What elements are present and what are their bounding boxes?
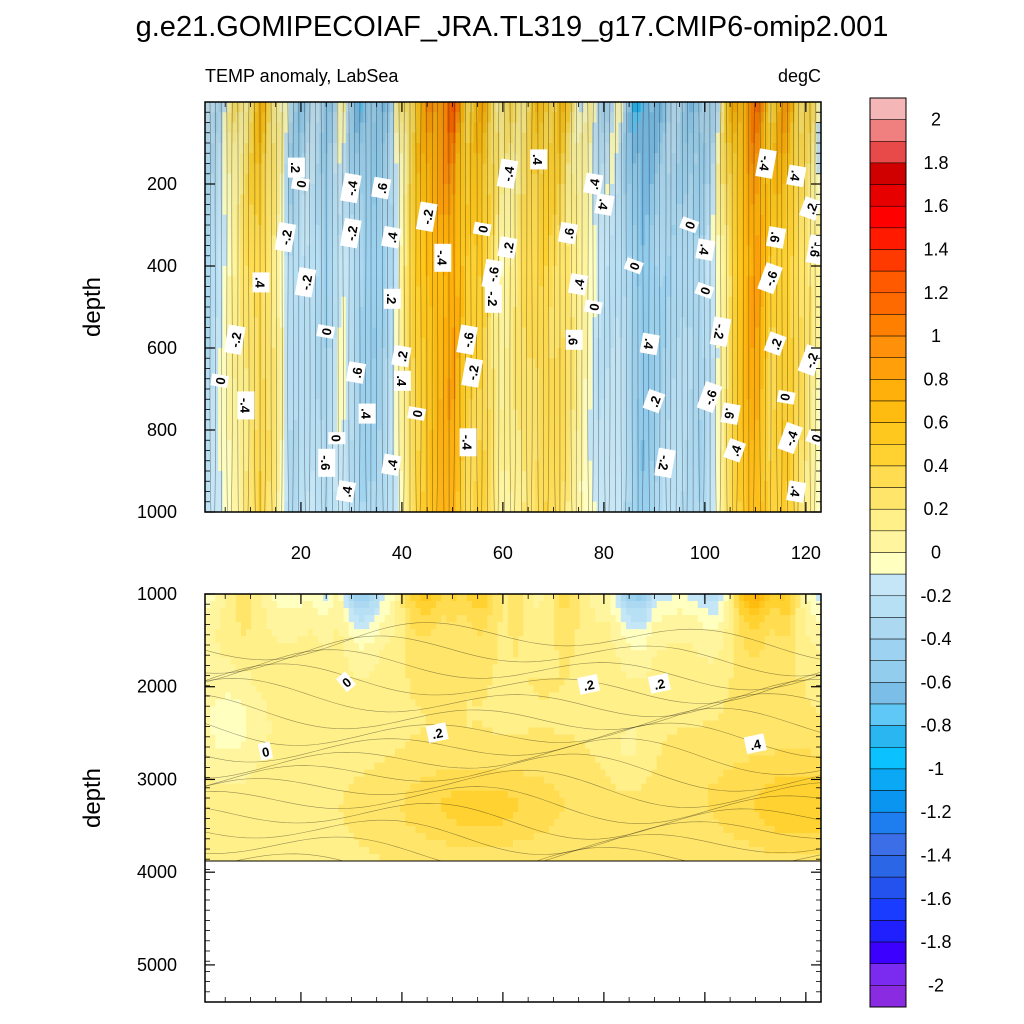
chart-title: g.e21.GOMIPECOIAF_JRA.TL319_g17.CMIP6-om… [136,11,889,43]
subtitle-left: TEMP anomaly, LabSea [205,66,399,86]
subtitle-right: degC [778,66,821,86]
upper-panel: .20-.2.4-.20-.4-.20-.6-.4-.20.4.6.4.6.4.… [79,101,828,563]
